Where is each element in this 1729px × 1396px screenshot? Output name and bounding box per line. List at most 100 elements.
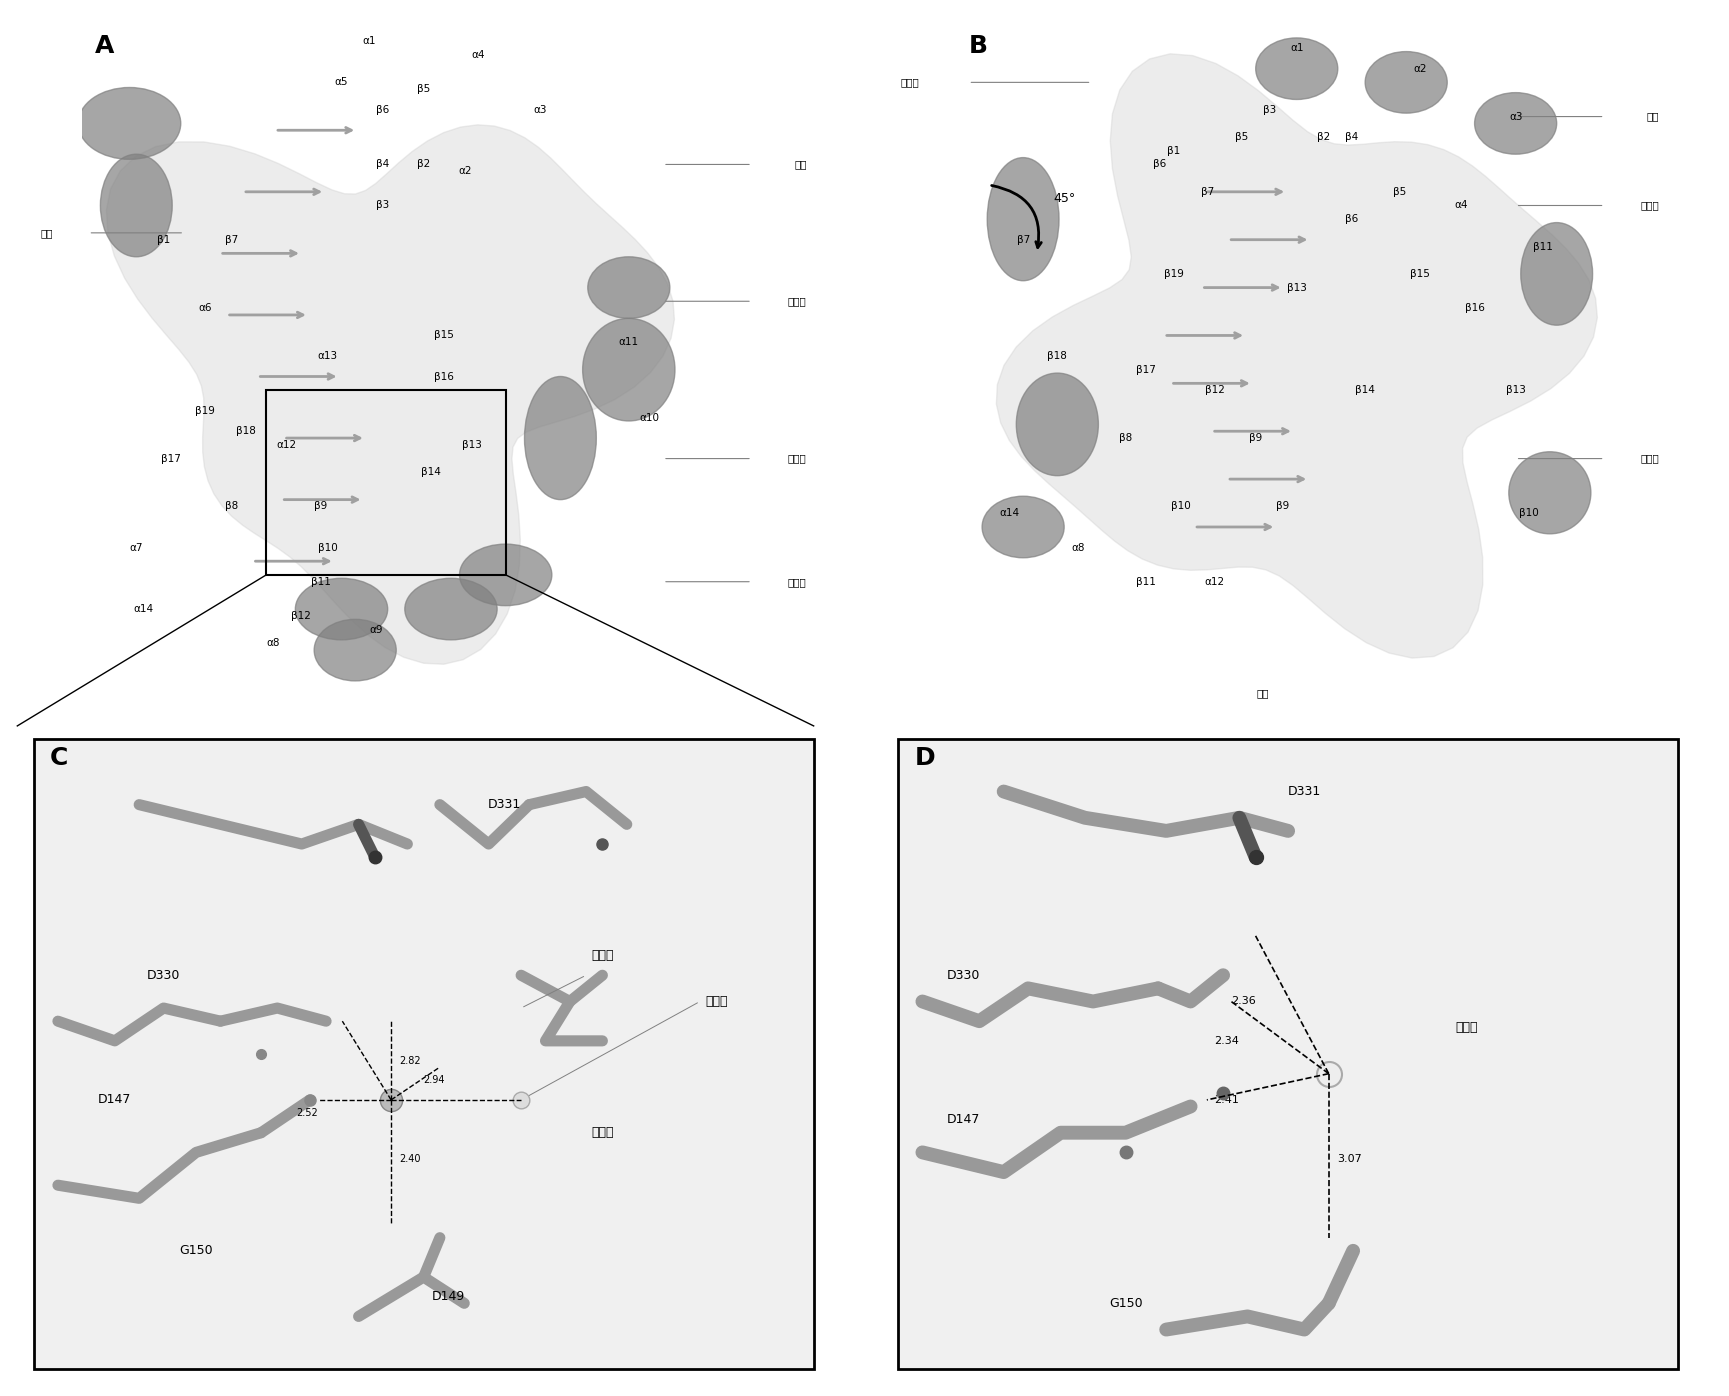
Ellipse shape	[100, 154, 173, 257]
Text: β15: β15	[434, 331, 455, 341]
Text: β6: β6	[1345, 214, 1357, 225]
Text: 2.52: 2.52	[296, 1108, 318, 1118]
Text: α1: α1	[361, 36, 375, 46]
Text: D147: D147	[946, 1113, 980, 1127]
Text: 2.34: 2.34	[1214, 1036, 1240, 1046]
Polygon shape	[107, 124, 674, 664]
Text: α13: α13	[318, 350, 337, 362]
Ellipse shape	[583, 318, 674, 422]
Text: β15: β15	[1409, 269, 1430, 279]
Ellipse shape	[405, 578, 498, 639]
Ellipse shape	[1475, 92, 1556, 154]
Text: α12: α12	[277, 440, 297, 450]
Ellipse shape	[982, 496, 1063, 558]
Text: β7: β7	[225, 235, 239, 244]
Text: β8: β8	[1119, 433, 1132, 443]
Text: β10: β10	[1520, 508, 1539, 518]
Text: α5: α5	[335, 77, 348, 88]
Text: β11: β11	[1534, 242, 1553, 251]
Text: β5: β5	[1236, 133, 1248, 142]
Text: β11: β11	[311, 577, 330, 586]
Ellipse shape	[78, 88, 182, 159]
Text: β3: β3	[375, 201, 389, 211]
Text: β9: β9	[315, 501, 327, 511]
Text: D147: D147	[99, 1093, 131, 1107]
Text: β16: β16	[434, 371, 455, 381]
Text: α9: α9	[368, 624, 382, 635]
Text: α14: α14	[133, 604, 154, 614]
Text: D330: D330	[147, 969, 180, 981]
Text: G150: G150	[180, 1244, 213, 1258]
Text: 镁离子: 镁离子	[591, 949, 614, 962]
Text: β13: β13	[1286, 282, 1307, 293]
Text: 3.07: 3.07	[1337, 1154, 1362, 1164]
Polygon shape	[996, 54, 1598, 658]
Text: β7: β7	[1017, 235, 1030, 244]
Ellipse shape	[588, 257, 669, 318]
Text: β6: β6	[375, 105, 389, 114]
Text: 水分子: 水分子	[705, 995, 728, 1008]
Text: 蓝色: 蓝色	[794, 159, 807, 169]
Text: β19: β19	[195, 406, 214, 416]
Text: α2: α2	[1413, 64, 1426, 74]
Text: α10: α10	[640, 413, 659, 423]
Text: α3: α3	[533, 105, 546, 114]
Text: β17: β17	[1136, 364, 1157, 374]
Text: β8: β8	[225, 501, 239, 511]
Text: 2.40: 2.40	[399, 1154, 420, 1164]
Text: 水分子: 水分子	[788, 296, 807, 306]
Text: α8: α8	[1070, 543, 1084, 553]
Text: β18: β18	[1048, 350, 1067, 362]
Text: D: D	[915, 745, 935, 769]
Text: β13: β13	[462, 440, 481, 450]
Text: A: A	[95, 35, 114, 59]
Text: β17: β17	[161, 454, 180, 463]
Text: β1: β1	[157, 235, 169, 244]
Ellipse shape	[296, 578, 387, 639]
Text: 紫色: 紫色	[1257, 688, 1269, 698]
Text: α14: α14	[999, 508, 1020, 518]
Ellipse shape	[460, 544, 552, 606]
Text: β14: β14	[420, 468, 441, 477]
Text: β14: β14	[1356, 385, 1375, 395]
Text: 磷酸根: 磷酸根	[788, 577, 807, 586]
Text: β10: β10	[318, 543, 337, 553]
Text: β9: β9	[1276, 501, 1290, 511]
Text: α12: α12	[1205, 577, 1224, 586]
Text: β19: β19	[1164, 269, 1184, 279]
Text: α4: α4	[472, 50, 486, 60]
Text: β5: β5	[417, 84, 431, 94]
Text: α11: α11	[619, 338, 640, 348]
Text: 2.82: 2.82	[399, 1055, 420, 1065]
Ellipse shape	[987, 158, 1060, 281]
Ellipse shape	[1509, 452, 1591, 533]
Text: β9: β9	[1248, 433, 1262, 443]
Text: β4: β4	[1345, 133, 1357, 142]
Text: β13: β13	[1506, 385, 1525, 395]
Text: 蓝色: 蓝色	[1646, 112, 1660, 121]
Text: 2.41: 2.41	[1214, 1094, 1240, 1104]
Text: G150: G150	[1108, 1297, 1143, 1309]
Text: β10: β10	[1171, 501, 1190, 511]
Text: β16: β16	[1464, 303, 1485, 313]
Text: D331: D331	[488, 799, 522, 811]
Text: 镁离子: 镁离子	[1456, 1022, 1478, 1034]
Ellipse shape	[524, 377, 597, 500]
Text: β5: β5	[1394, 187, 1406, 197]
Text: D149: D149	[431, 1290, 465, 1304]
Ellipse shape	[1255, 38, 1338, 99]
Text: 磷酸根: 磷酸根	[1641, 454, 1660, 463]
Text: B: B	[968, 35, 987, 59]
Text: β1: β1	[1167, 145, 1181, 156]
Text: β2: β2	[1317, 133, 1331, 142]
Text: α3: α3	[1509, 112, 1523, 121]
Text: α6: α6	[197, 303, 211, 313]
Ellipse shape	[1366, 52, 1447, 113]
Text: D331: D331	[1288, 785, 1321, 799]
Text: β11: β11	[1136, 577, 1157, 586]
Text: β12: β12	[290, 611, 311, 621]
Text: 镁离子: 镁离子	[901, 77, 918, 88]
Text: β6: β6	[1153, 159, 1167, 169]
Text: α1: α1	[1290, 43, 1304, 53]
Ellipse shape	[1017, 373, 1098, 476]
